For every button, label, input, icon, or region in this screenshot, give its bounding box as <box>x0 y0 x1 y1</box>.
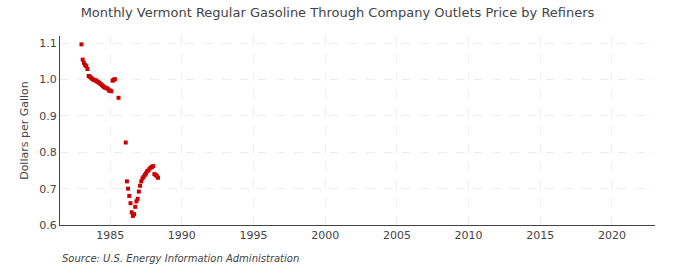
svg-text:1985: 1985 <box>96 229 124 242</box>
svg-text:1990: 1990 <box>168 229 196 242</box>
svg-text:0.7: 0.7 <box>39 183 57 196</box>
svg-text:2000: 2000 <box>311 229 339 242</box>
svg-text:2020: 2020 <box>598 229 626 242</box>
svg-text:0.9: 0.9 <box>39 110 57 123</box>
svg-text:2010: 2010 <box>455 229 483 242</box>
svg-text:0.6: 0.6 <box>39 219 57 232</box>
svg-text:Monthly Vermont Regular Gasoli: Monthly Vermont Regular Gasoline Through… <box>81 5 595 20</box>
svg-text:1995: 1995 <box>240 229 268 242</box>
svg-text:2015: 2015 <box>526 229 554 242</box>
svg-text:Dollars per Gallon: Dollars per Gallon <box>18 81 31 180</box>
svg-text:Source: U.S. Energy Informatio: Source: U.S. Energy Information Administ… <box>62 253 299 264</box>
svg-text:1.1: 1.1 <box>39 37 57 50</box>
svg-text:0.8: 0.8 <box>39 146 57 159</box>
svg-text:1.0: 1.0 <box>39 73 57 86</box>
svg-text:2005: 2005 <box>383 229 411 242</box>
